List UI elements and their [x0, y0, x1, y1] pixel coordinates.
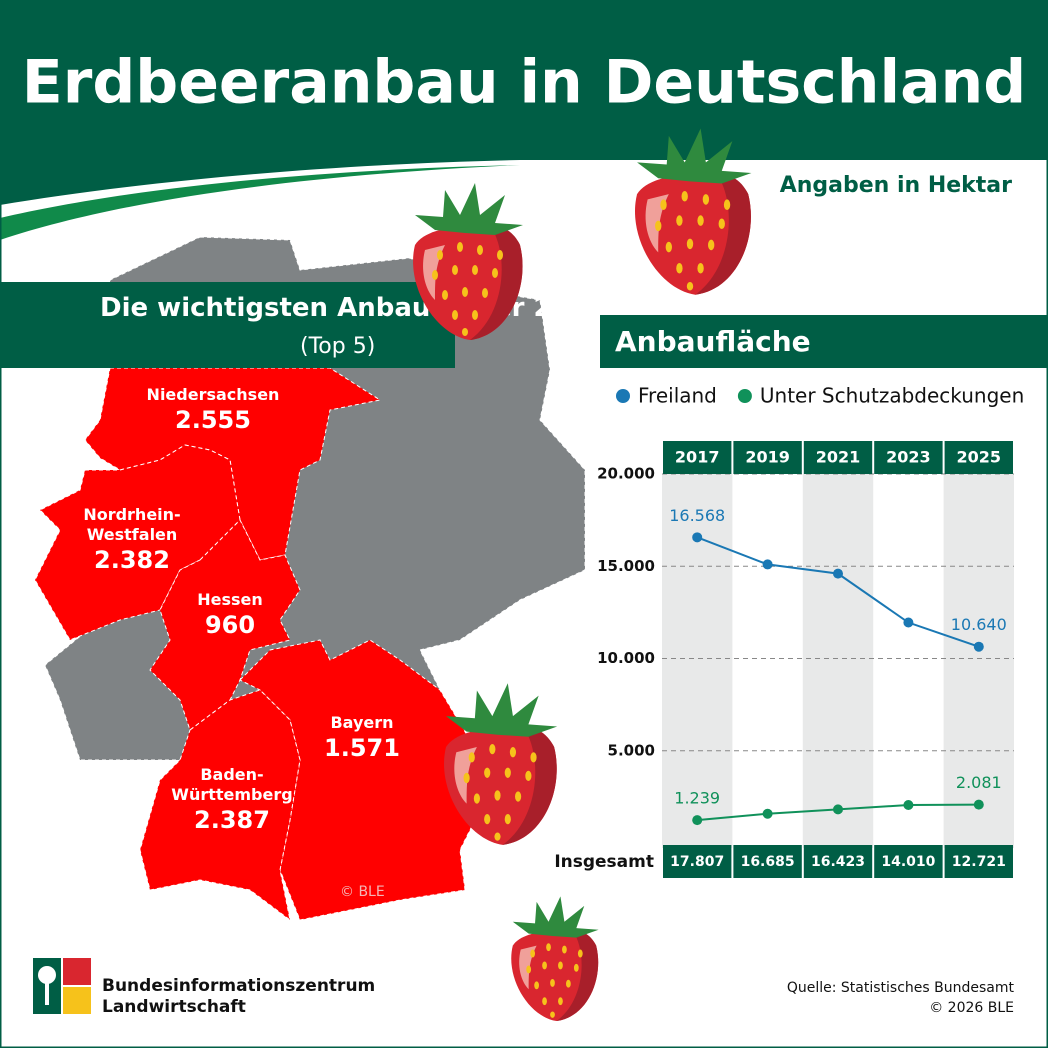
legend-marker: [737, 389, 752, 403]
map-credit: © BLE: [340, 884, 385, 900]
chart-title: Anbaufläche: [615, 325, 811, 358]
total-cell: [663, 845, 732, 878]
header-cell: [874, 441, 943, 474]
region-label: Nordrhein-Westfalen 2.382: [77, 505, 187, 575]
legend-marker: [616, 389, 630, 403]
total-label: 16.685: [741, 854, 795, 870]
region-label: Niedersachsen 2.555: [133, 385, 293, 435]
title: Erdbeeranbau in Deutschland: [22, 48, 1026, 118]
total-label: 14.010: [881, 854, 935, 870]
logo: [33, 958, 91, 1014]
header-cell: [944, 441, 1013, 474]
map-title-main: Die wichtigsten Anbauländer 2025: [100, 293, 606, 323]
x-tick-label: 2023: [886, 448, 931, 467]
source: Quelle: Statistisches Bundesamt: [787, 980, 1015, 996]
y-tick-label: 5.000: [608, 741, 655, 759]
region-value: 2.555: [175, 406, 251, 434]
region-value: 2.382: [94, 546, 170, 574]
total-cell: [944, 845, 1013, 878]
header-band: [0, 0, 1048, 205]
region-name: Bayern: [330, 713, 394, 732]
y-tick-label: 10.000: [597, 649, 655, 667]
y-tick-label: 15.000: [597, 557, 655, 575]
header-cell: [663, 441, 732, 474]
strawberry: [511, 896, 599, 1022]
region-value: 1.571: [324, 734, 400, 762]
chart: 5.000 10.000 15.000 20.000 2017 17.807 2019 16.…: [554, 384, 1024, 878]
region-label: Hessen 960: [175, 590, 285, 640]
region-name: Hessen: [197, 590, 263, 609]
data-point: [903, 799, 914, 810]
data-label: 10.640: [951, 615, 1007, 634]
legend-label: Freiland: [638, 384, 717, 408]
total-label: 12.721: [952, 854, 1006, 870]
region-value: 960: [204, 611, 256, 639]
total-cell: [733, 845, 802, 878]
region: [139, 689, 301, 922]
region: [34, 444, 241, 641]
x-tick-label: 2021: [816, 448, 861, 467]
chart-title-band: [600, 315, 1048, 368]
totals-title: Insgesamt: [554, 852, 654, 872]
data-point: [903, 617, 914, 628]
column-bg: [802, 474, 874, 848]
subtitle: Angaben in Hektar: [780, 173, 1012, 198]
y-tick-label: 20.000: [597, 465, 655, 483]
region-name: Niedersachsen: [146, 385, 280, 404]
data-label: 1.239: [674, 789, 720, 808]
region-name: Baden-Württemberg: [171, 765, 293, 804]
data-point: [973, 799, 984, 810]
total-label: 17.807: [670, 854, 724, 870]
swoosh: [0, 165, 520, 240]
total-label: 16.423: [811, 854, 865, 870]
header-cell: [803, 441, 873, 474]
x-tick-label: 2025: [957, 448, 1002, 467]
x-tick-label: 2017: [675, 448, 720, 467]
map-regions: [34, 367, 476, 922]
data-point: [692, 532, 703, 543]
x-tick-label: 2019: [745, 448, 790, 467]
region-name: Nordrhein-Westfalen: [83, 505, 181, 544]
total-cell: [803, 845, 873, 878]
org-line: Bundesinformationszentrum: [102, 976, 375, 996]
map-heading-band: [0, 282, 455, 368]
header-cell: [733, 441, 802, 474]
copyright: © 2026 BLE: [929, 1000, 1014, 1016]
map-title-suffix: (Top 5): [300, 334, 375, 359]
map-title: Die wichtigsten Anbauländer 2025: [100, 293, 606, 323]
data-label: 16.568: [669, 506, 725, 525]
legend-label: Unter Schutzabdeckungen: [760, 384, 1024, 408]
data-point: [762, 559, 773, 570]
org-line: Landwirtschaft: [102, 997, 246, 1017]
region: [239, 639, 476, 921]
data-point: [692, 815, 703, 826]
total-cell: [874, 845, 943, 878]
region-label: Baden-Württemberg 2.387: [167, 765, 297, 835]
data-label: 2.081: [956, 773, 1002, 792]
data-point: [833, 804, 843, 815]
region-label: Bayern 1.571: [307, 713, 417, 763]
data-point: [762, 808, 773, 819]
data-point: [973, 641, 984, 652]
region-value: 2.387: [194, 806, 270, 834]
data-point: [833, 568, 843, 579]
column-bg: [943, 474, 1014, 848]
